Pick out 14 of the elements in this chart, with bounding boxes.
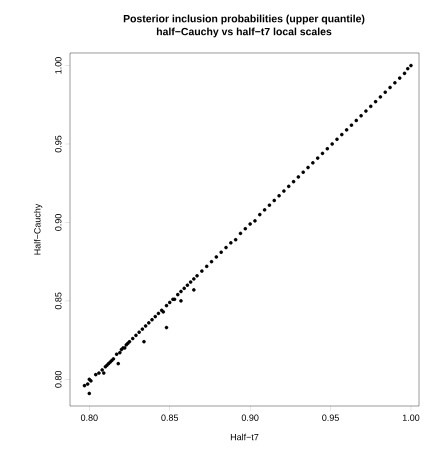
y-axis-title: Half−Cauchy [34,204,42,255]
x-tick-label: 0.95 [322,414,339,421]
y-tick-label: 0.85 [55,292,62,310]
chart-title: Posterior inclusion probabilities (upper quantile) [124,14,364,24]
y-tick-label: 0.90 [55,214,62,231]
x-tick-label: 0.90 [242,414,259,421]
y-tick-label: 1.00 [55,57,62,74]
chart-subtitle: half−Cauchy vs half−t7 local scales [156,28,332,38]
x-axis-title: Half−t7 [230,434,258,440]
y-tick-label: 0.80 [55,370,62,388]
x-tick-label: 1.00 [402,414,420,421]
y-tick-label: 0.95 [55,136,62,152]
x-tick-label: 0.80 [80,414,98,421]
x-tick-label: 0.85 [161,414,178,421]
